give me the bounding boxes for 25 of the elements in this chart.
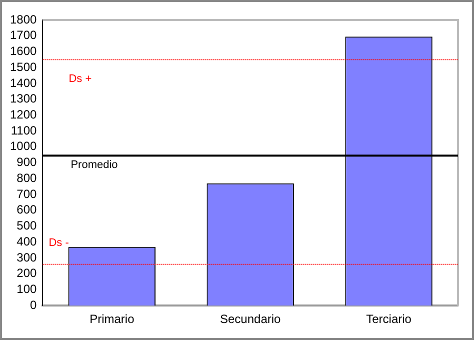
- ref-line-label: Ds -: [48, 236, 70, 249]
- y-tick-label: 1200: [10, 108, 38, 122]
- y-tick-label: 100: [16, 282, 38, 296]
- y-tick-label: 1700: [10, 28, 38, 42]
- y-tick-label: 1100: [10, 123, 38, 138]
- y-tick-label: 800: [16, 170, 38, 185]
- ref-line-label: Ds +: [68, 73, 92, 86]
- y-tick-label: 400: [16, 234, 38, 248]
- y-tick-label: 500: [16, 218, 38, 233]
- x-tick-label: Primario: [90, 312, 135, 326]
- y-tick-label: 900: [16, 155, 38, 170]
- x-tick-label: Secundario: [220, 312, 282, 326]
- x-tick-label: Terciario: [366, 312, 412, 326]
- y-tick-label: 300: [16, 250, 38, 264]
- ref-line-label: Promedio: [70, 159, 118, 172]
- y-tick-label: 1400: [10, 76, 38, 90]
- y-tick-label: 1000: [10, 139, 38, 154]
- y-tick-label: 1300: [10, 92, 38, 106]
- y-tick-label: 1800: [10, 12, 38, 26]
- y-tick-label: 200: [16, 266, 38, 280]
- y-tick-label: 1600: [10, 44, 38, 58]
- y-tick-label: 1500: [10, 60, 38, 74]
- y-tick-label: 600: [16, 202, 38, 217]
- y-tick-label: 700: [16, 186, 38, 201]
- y-tick-label: 0: [30, 298, 38, 312]
